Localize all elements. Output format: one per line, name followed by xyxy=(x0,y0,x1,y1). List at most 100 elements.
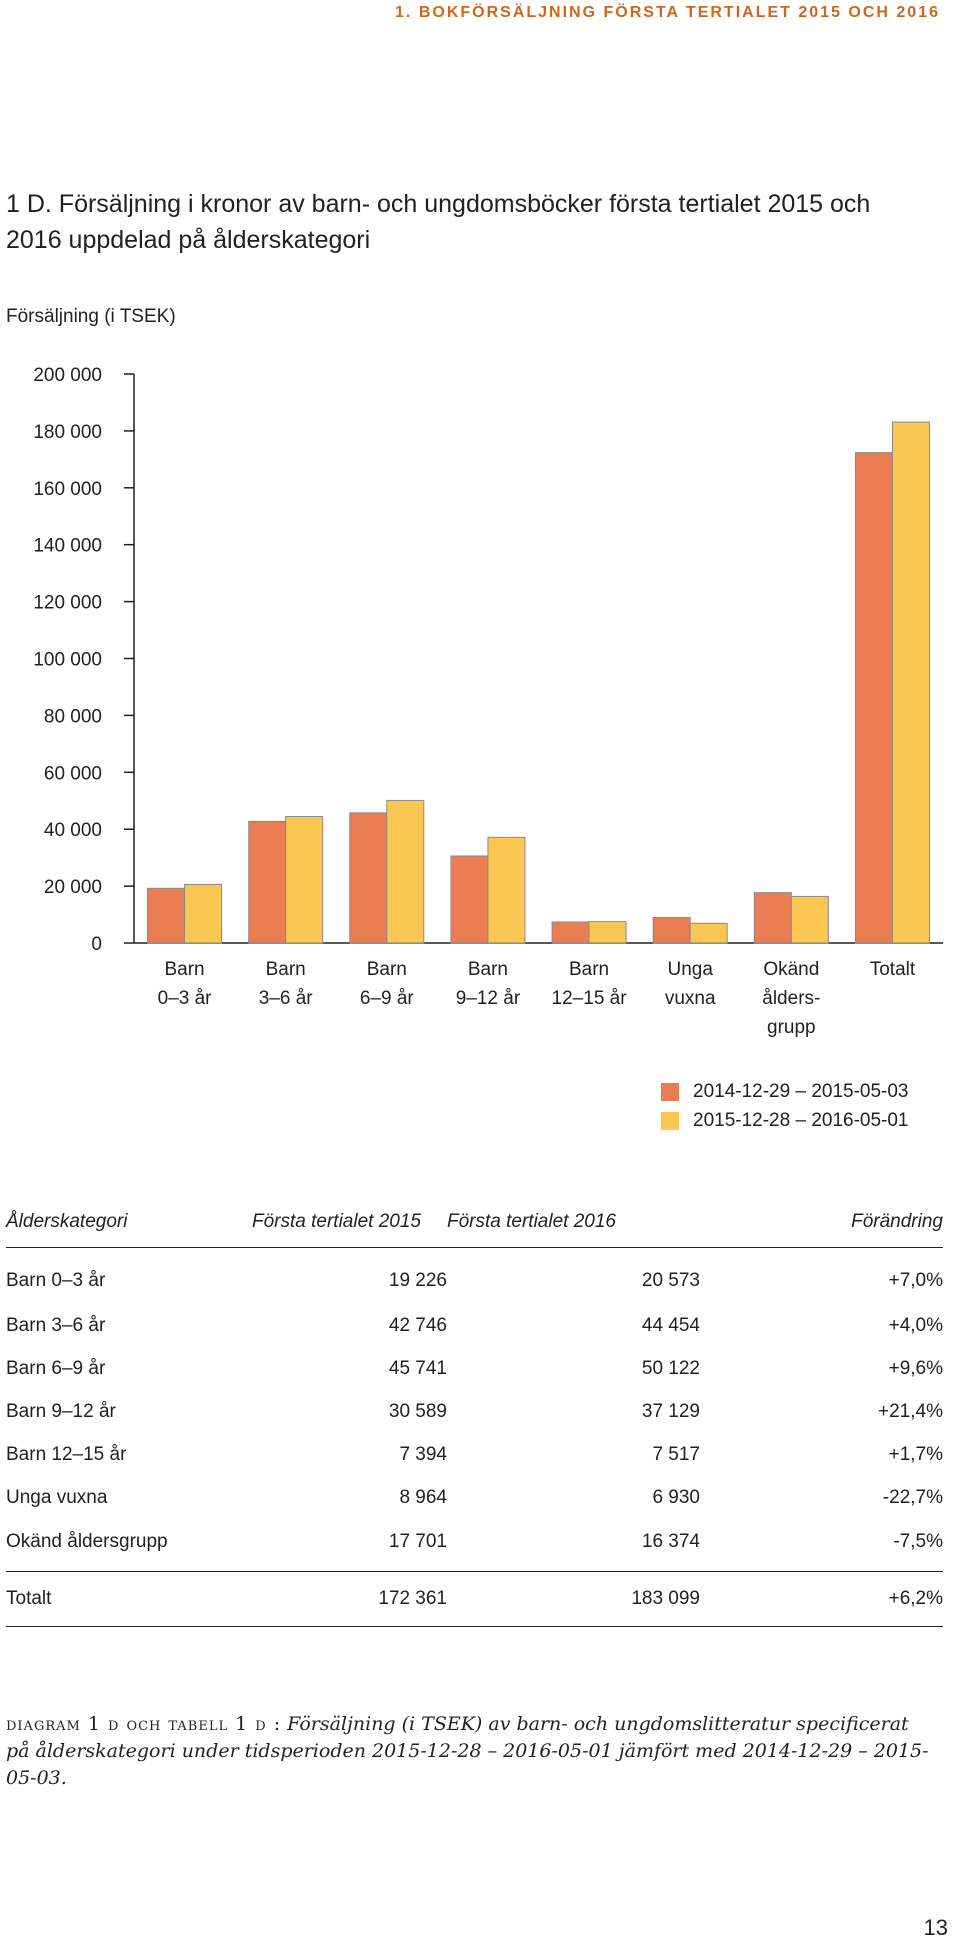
row-2015: 45 741 xyxy=(388,1357,447,1379)
x-tick-label: Totalt xyxy=(870,959,916,980)
row-change: +21,4% xyxy=(878,1400,943,1422)
running-header: 1. BOKFÖRSÄLJNING FÖRSTA TERTIALET 2015 … xyxy=(395,4,940,21)
x-tick-label: Barn xyxy=(266,959,306,980)
y-axis-title: Försäljning (i TSEK) xyxy=(6,306,176,327)
row-2016: 6 930 xyxy=(652,1486,700,1508)
figure-caption: diagram 1 d och tabell 1 d : Försäljning… xyxy=(6,1711,936,1792)
x-tick-label: 6–9 år xyxy=(360,988,415,1009)
row-category: Okänd åldersgrupp xyxy=(6,1531,168,1552)
y-tick-label: 200 000 xyxy=(33,365,102,386)
x-tick-label: Okänd xyxy=(763,959,819,980)
row-2016: 37 129 xyxy=(641,1400,700,1422)
row-2016: 7 517 xyxy=(652,1443,700,1465)
y-tick-label: 20 000 xyxy=(44,877,102,898)
row-change: +7,0% xyxy=(888,1270,943,1291)
legend-swatch-2015 xyxy=(661,1082,679,1101)
row-category: Barn 12–15 år xyxy=(6,1443,127,1465)
table-row: Barn 0–3 år 19 226 20 573 +7,0% xyxy=(6,1248,943,1305)
table-row: Barn 12–15 år 7 394 7 517 +1,7% xyxy=(6,1433,943,1476)
row-2015: 8 964 xyxy=(399,1486,447,1508)
bar-chart: 0 20 000 40 000 60 000 80 000 100 000 120 000 1… xyxy=(33,365,943,1038)
data-table: Ålderskategori Första tertialet 2015 För… xyxy=(6,1197,943,1627)
legend-item-2016: 2015-12-28 – 2016-05-01 xyxy=(661,1106,909,1135)
y-tick-label: 80 000 xyxy=(44,706,102,727)
page-number: 13 xyxy=(923,1915,948,1940)
bar-2016 xyxy=(891,421,930,944)
total-category: Totalt xyxy=(6,1571,252,1627)
bar-2015 xyxy=(450,855,489,944)
legend-label-2016: 2015-12-28 – 2016-05-01 xyxy=(693,1109,909,1131)
legend-swatch-2016 xyxy=(661,1111,679,1130)
total-change: +6,2% xyxy=(700,1571,943,1627)
caption-label: diagram 1 d och tabell 1 d : xyxy=(6,1713,282,1735)
y-tick-label: 120 000 xyxy=(33,593,102,614)
row-category: Barn 9–12 år xyxy=(6,1400,116,1422)
row-2016: 44 454 xyxy=(641,1314,700,1336)
bar-2016 xyxy=(285,816,324,944)
bar-2015 xyxy=(652,916,691,944)
row-2015: 42 746 xyxy=(388,1314,447,1336)
bar-2016 xyxy=(588,921,627,944)
row-category: Barn 3–6 år xyxy=(6,1314,106,1336)
header-2016: Första tertialet 2016 xyxy=(447,1197,700,1248)
x-tick-label: 12–15 år xyxy=(552,988,628,1009)
table-row: Okänd åldersgrupp 17 701 16 374 -7,5% xyxy=(6,1519,943,1572)
header-change: Förändring xyxy=(700,1197,943,1248)
bar-2015 xyxy=(248,820,287,944)
table-total-row: Totalt 172 361 183 099 +6,2% xyxy=(6,1571,943,1627)
row-2015: 30 589 xyxy=(388,1400,447,1422)
legend-label-2015: 2014-12-29 – 2015-05-03 xyxy=(693,1080,909,1102)
y-tick-label: 140 000 xyxy=(33,536,102,557)
x-tick-label: Barn xyxy=(367,959,407,980)
legend-item-2015: 2014-12-29 – 2015-05-03 xyxy=(661,1077,909,1106)
bar-2015 xyxy=(349,812,388,944)
row-category: Barn 0–3 år xyxy=(6,1270,106,1291)
header-2015: Första tertialet 2015 xyxy=(252,1197,447,1248)
row-category: Unga vuxna xyxy=(6,1486,108,1508)
y-tick-label: 100 000 xyxy=(33,650,102,671)
row-change: -7,5% xyxy=(893,1531,943,1552)
x-tick-label: 3–6 år xyxy=(259,988,314,1009)
x-tick-label: ålders- xyxy=(762,988,820,1009)
caption-text: Försäljning (i TSEK) av barn- och ungdom… xyxy=(6,1713,929,1789)
bar-2015 xyxy=(551,921,590,944)
x-tick-label: Barn xyxy=(569,959,609,980)
chart-title: 1 D. Försäljning i kronor av barn- och u… xyxy=(6,190,871,254)
bar-2015 xyxy=(854,452,893,944)
legend: 2014-12-29 – 2015-05-03 2015-12-28 – 201… xyxy=(661,1077,909,1135)
total-2015: 172 361 xyxy=(252,1571,447,1627)
row-2016: 50 122 xyxy=(641,1357,700,1379)
bar-2015 xyxy=(147,887,186,944)
bar-2016 xyxy=(790,895,829,944)
row-change: +4,0% xyxy=(888,1314,943,1336)
row-change: -22,7% xyxy=(882,1486,943,1508)
table-header-row: Ålderskategori Första tertialet 2015 För… xyxy=(6,1197,943,1248)
row-2016: 16 374 xyxy=(641,1531,700,1552)
y-tick-label: 0 xyxy=(91,934,102,955)
row-change: +9,6% xyxy=(888,1357,943,1379)
x-tick-label: Barn xyxy=(164,959,204,980)
bar-2016 xyxy=(689,922,728,944)
table-row: Barn 6–9 år 45 741 50 122 +9,6% xyxy=(6,1347,943,1390)
x-tick-label: Barn xyxy=(468,959,508,980)
row-2015: 7 394 xyxy=(399,1443,447,1465)
y-tick-label: 40 000 xyxy=(44,820,102,841)
row-change: +1,7% xyxy=(888,1443,943,1465)
table-row: Barn 3–6 år 42 746 44 454 +4,0% xyxy=(6,1304,943,1347)
table-row: Barn 9–12 år 30 589 37 129 +21,4% xyxy=(6,1390,943,1433)
x-tick-label: vuxna xyxy=(665,988,716,1009)
row-2015: 19 226 xyxy=(388,1270,447,1291)
bar-2016 xyxy=(386,799,425,944)
x-tick-label: grupp xyxy=(767,1017,816,1038)
bar-2016 xyxy=(487,836,526,944)
x-tick-label: 0–3 år xyxy=(158,988,213,1009)
total-2016: 183 099 xyxy=(447,1571,700,1627)
table-row: Unga vuxna 8 964 6 930 -22,7% xyxy=(6,1476,943,1519)
x-tick-label: 9–12 år xyxy=(456,988,521,1009)
y-tick-label: 60 000 xyxy=(44,763,102,784)
bar-2015 xyxy=(753,892,792,944)
x-tick-label: Unga xyxy=(667,959,713,980)
row-2015: 17 701 xyxy=(388,1531,447,1552)
row-category: Barn 6–9 år xyxy=(6,1357,106,1379)
row-2016: 20 573 xyxy=(641,1270,700,1291)
